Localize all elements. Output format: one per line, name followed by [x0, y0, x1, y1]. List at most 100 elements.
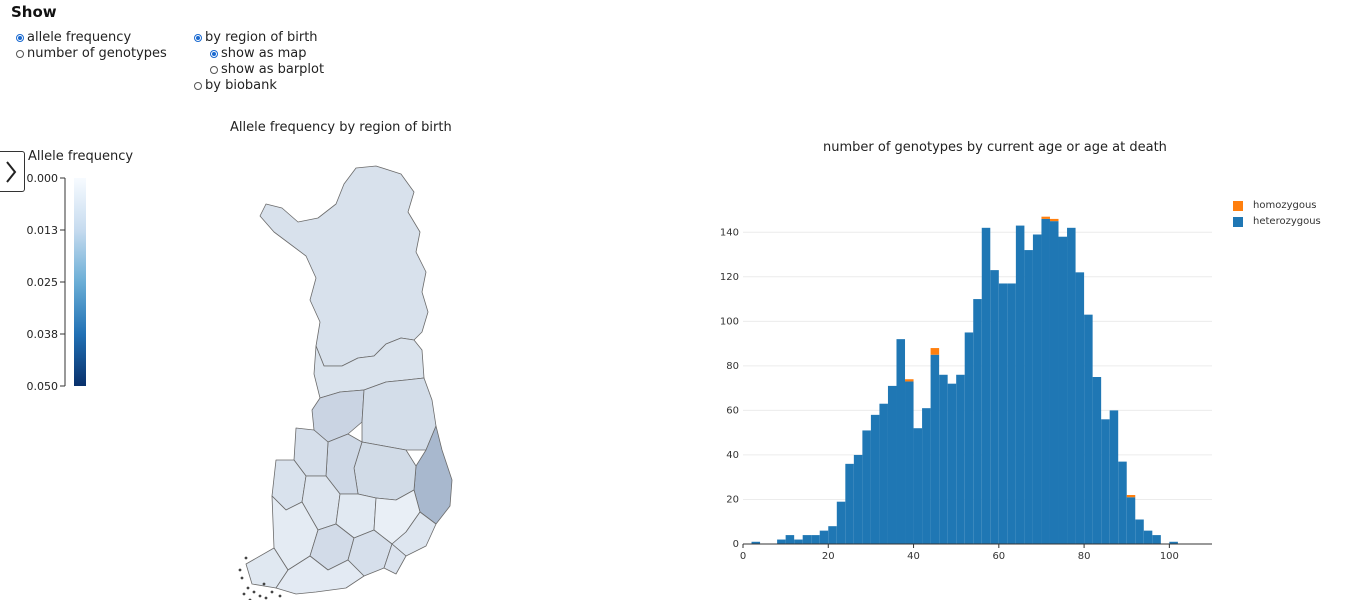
bar-heterozygous[interactable]	[1058, 236, 1068, 544]
bar-homozygous[interactable]	[1041, 216, 1050, 219]
legend-tick-label: 0.038	[27, 328, 59, 341]
radio-button-icon[interactable]	[16, 33, 24, 42]
x-tick-label: 20	[822, 551, 835, 560]
radio-label: by biobank	[205, 78, 277, 93]
bar-heterozygous[interactable]	[1007, 283, 1016, 544]
bar-heterozygous[interactable]	[1152, 535, 1161, 544]
bar-heterozygous[interactable]	[862, 430, 871, 544]
bar-heterozygous[interactable]	[1109, 410, 1119, 544]
color-legend: 0.000 0.013 0.025 0.038 0.050	[27, 172, 86, 393]
expand-panel-button[interactable]	[0, 151, 25, 192]
map-region[interactable]	[383, 543, 407, 575]
y-tick-label: 40	[726, 450, 739, 461]
bar-heterozygous[interactable]	[1143, 530, 1153, 544]
radio-show-as-map[interactable]: show as map	[210, 46, 306, 61]
y-tick-label: 80	[726, 361, 739, 372]
bar-heterozygous[interactable]	[896, 339, 906, 544]
y-tick-label: 20	[726, 494, 739, 505]
bar-heterozygous[interactable]	[785, 535, 795, 544]
legend-ticks: 0.000 0.013 0.025 0.038 0.050	[27, 172, 65, 393]
bar-heterozygous[interactable]	[1049, 221, 1059, 544]
legend-swatch	[1233, 216, 1243, 227]
y-tick-label: 60	[726, 405, 739, 416]
bar-homozygous[interactable]	[1049, 218, 1059, 222]
radio-label: number of genotypes	[27, 46, 167, 61]
bar-heterozygous[interactable]	[828, 526, 837, 544]
bar-heterozygous[interactable]	[879, 403, 888, 544]
bar-heterozygous[interactable]	[1067, 227, 1076, 544]
legend-swatch	[1233, 200, 1243, 211]
bar-heterozygous[interactable]	[751, 541, 761, 544]
bar-heterozygous[interactable]	[973, 299, 982, 544]
bar-heterozygous[interactable]	[1126, 497, 1136, 544]
map-region[interactable]	[259, 165, 429, 367]
radio-allele-frequency[interactable]: allele frequency	[16, 30, 131, 45]
bar-heterozygous[interactable]	[964, 332, 974, 544]
bar-heterozygous[interactable]	[777, 539, 786, 544]
bar-heterozygous[interactable]	[1024, 250, 1033, 544]
map-region[interactable]	[275, 555, 365, 595]
map-region[interactable]	[353, 441, 417, 501]
bar-homozygous[interactable]	[905, 379, 914, 382]
island-mark	[240, 576, 244, 580]
radio-by-region-of-birth[interactable]: by region of birth	[194, 30, 318, 45]
bar-heterozygous[interactable]	[930, 354, 940, 544]
color-legend-title: Allele frequency	[28, 149, 134, 164]
bar-homozygous[interactable]	[930, 348, 940, 355]
map-region[interactable]	[311, 389, 365, 443]
bar-homozygous[interactable]	[1126, 495, 1136, 498]
bar-heterozygous[interactable]	[1015, 225, 1025, 544]
bar-heterozygous[interactable]	[1118, 461, 1127, 544]
legend-tick-label: 0.025	[27, 276, 59, 289]
radio-button-icon[interactable]	[210, 65, 218, 74]
bar-heterozygous[interactable]	[1041, 218, 1050, 544]
bar-heterozygous[interactable]	[939, 374, 948, 544]
bar-heterozygous[interactable]	[947, 383, 957, 544]
y-tick-label: 140	[720, 227, 739, 238]
map-title: Allele frequency by region of birth	[230, 120, 452, 135]
bar-heterozygous[interactable]	[853, 454, 863, 544]
bar-heterozygous[interactable]	[819, 530, 829, 544]
radio-button-icon[interactable]	[194, 33, 202, 42]
legend-label: heterozygous	[1253, 216, 1321, 227]
bar-heterozygous[interactable]	[905, 381, 914, 544]
radio-number-of-genotypes[interactable]: number of genotypes	[16, 46, 167, 61]
bar-heterozygous[interactable]	[1169, 541, 1178, 544]
bar-heterozygous[interactable]	[887, 385, 897, 544]
radio-button-icon[interactable]	[194, 81, 202, 90]
x-tick-label: 100	[1160, 551, 1179, 560]
bar-heterozygous[interactable]	[956, 374, 965, 544]
legend-item-heterozygous: heterozygous	[1233, 216, 1321, 227]
bar-heterozygous[interactable]	[913, 428, 923, 544]
legend-tick-label: 0.013	[27, 224, 59, 237]
bar-heterozygous[interactable]	[811, 535, 820, 544]
bar-heterozygous[interactable]	[1101, 419, 1110, 544]
radio-button-icon[interactable]	[210, 49, 218, 58]
bar-heterozygous[interactable]	[802, 535, 812, 544]
island-mark	[246, 586, 250, 590]
radio-button-icon[interactable]	[16, 49, 24, 58]
bar-heterozygous[interactable]	[845, 463, 854, 544]
color-scale-bar	[74, 178, 86, 386]
island-mark	[242, 592, 246, 596]
bar-heterozygous[interactable]	[870, 414, 880, 544]
bar-heterozygous[interactable]	[1084, 314, 1093, 544]
bar-heterozygous[interactable]	[1092, 377, 1102, 544]
y-tick-label: 120	[720, 272, 739, 283]
island-mark	[278, 594, 282, 598]
bar-heterozygous[interactable]	[981, 227, 991, 544]
bar-heterozygous[interactable]	[1075, 272, 1085, 544]
legend-tick-label: 0.050	[27, 380, 59, 393]
bar-heterozygous[interactable]	[990, 270, 999, 544]
bar-heterozygous[interactable]	[1032, 234, 1042, 544]
bar-heterozygous[interactable]	[998, 283, 1008, 544]
finland-region-map	[238, 165, 453, 600]
bar-heterozygous[interactable]	[836, 501, 846, 544]
radio-by-biobank[interactable]: by biobank	[194, 78, 277, 93]
bar-heterozygous[interactable]	[794, 539, 803, 544]
map-region[interactable]	[361, 377, 437, 451]
bar-heterozygous[interactable]	[1135, 519, 1144, 544]
bar-heterozygous[interactable]	[922, 408, 931, 544]
radio-label: show as map	[221, 46, 307, 61]
radio-show-as-barplot[interactable]: show as barplot	[210, 62, 324, 77]
